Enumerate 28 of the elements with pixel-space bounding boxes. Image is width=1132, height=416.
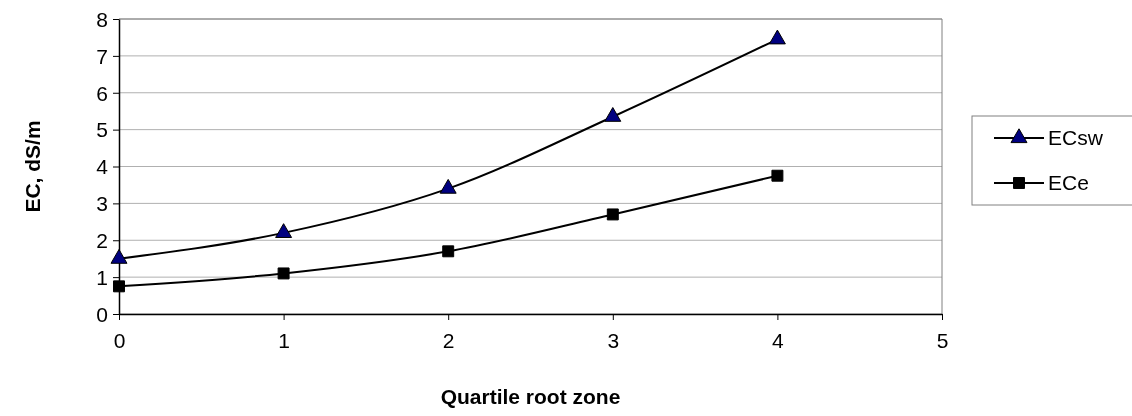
point — [275, 223, 293, 238]
point — [606, 208, 619, 221]
y-tick-label: 8 — [96, 7, 108, 31]
point — [768, 29, 786, 45]
y-tick-label: 2 — [96, 229, 108, 253]
x-tick-label: 1 — [278, 329, 290, 353]
y-axis-title: EC, dS/m — [21, 120, 44, 213]
point — [113, 280, 125, 293]
legend-label: ECsw — [1048, 126, 1104, 150]
y-tick-label: 4 — [96, 155, 109, 179]
y-tick-label: 3 — [96, 192, 108, 216]
point — [439, 178, 457, 194]
y-tick-label: 5 — [96, 118, 108, 142]
y-tick-label: 6 — [96, 81, 108, 105]
x-tick-label: 0 — [113, 329, 126, 353]
x-tick-label: 2 — [442, 329, 455, 353]
x-tick-label: 5 — [936, 329, 949, 353]
point — [604, 107, 622, 122]
point — [771, 169, 784, 182]
legend-label: ECe — [1048, 171, 1089, 195]
x-axis-title: Quartile root zone — [440, 385, 621, 408]
x-tick-label: 4 — [772, 329, 785, 353]
y-tick-label: 0 — [96, 302, 108, 326]
point — [442, 245, 455, 258]
x-tick-label: 3 — [607, 329, 620, 353]
point — [277, 267, 290, 280]
y-tick-label: 7 — [96, 44, 108, 68]
y-tick-label: 1 — [96, 265, 108, 289]
